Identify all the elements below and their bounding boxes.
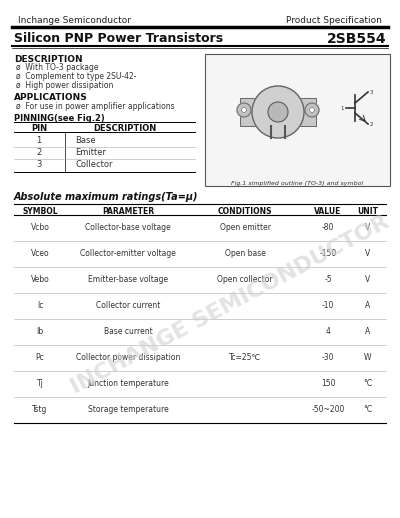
Text: Emitter-base voltage: Emitter-base voltage: [88, 275, 168, 283]
Text: Collector-base voltage: Collector-base voltage: [85, 223, 171, 232]
Text: 2: 2: [36, 148, 42, 157]
Text: Tstg: Tstg: [32, 405, 48, 413]
Text: INCHANGE SEMICONDUCTOR: INCHANGE SEMICONDUCTOR: [68, 212, 392, 398]
Text: -30: -30: [322, 353, 334, 362]
Text: UNIT: UNIT: [358, 207, 378, 216]
Text: -5: -5: [324, 275, 332, 283]
Text: CONDITIONS: CONDITIONS: [218, 207, 272, 216]
Text: Emitter: Emitter: [75, 148, 106, 157]
Text: Pc: Pc: [36, 353, 44, 362]
Text: 1: 1: [340, 106, 344, 110]
Circle shape: [237, 103, 251, 117]
Text: VALUE: VALUE: [314, 207, 342, 216]
Text: Open emitter: Open emitter: [220, 223, 270, 232]
Text: °C: °C: [364, 379, 372, 387]
Text: ø  For use in power amplifier applications: ø For use in power amplifier application…: [16, 102, 175, 111]
Text: 2SB554: 2SB554: [326, 32, 386, 46]
Text: -50~200: -50~200: [311, 405, 345, 413]
Text: A: A: [365, 300, 371, 309]
Text: Fig.1 simplified outline (TO-3) and symbol: Fig.1 simplified outline (TO-3) and symb…: [231, 181, 364, 186]
Text: PARAMETER: PARAMETER: [102, 207, 154, 216]
Text: ø  High power dissipation: ø High power dissipation: [16, 81, 113, 90]
Text: 1: 1: [36, 136, 42, 145]
Text: Ib: Ib: [36, 326, 44, 336]
Text: 4: 4: [326, 326, 330, 336]
Text: DESCRIPTION: DESCRIPTION: [14, 55, 83, 64]
Text: 2: 2: [370, 122, 374, 127]
Text: Open base: Open base: [224, 249, 266, 257]
Text: Open collector: Open collector: [217, 275, 273, 283]
Text: SYMBOL: SYMBOL: [22, 207, 58, 216]
Text: V: V: [365, 275, 371, 283]
Text: 150: 150: [321, 379, 335, 387]
Text: PINNING(see Fig.2): PINNING(see Fig.2): [14, 114, 105, 123]
Text: Inchange Semiconductor: Inchange Semiconductor: [18, 16, 131, 25]
Text: 3: 3: [36, 160, 42, 169]
Text: 3: 3: [370, 90, 374, 94]
Text: Tj: Tj: [36, 379, 44, 387]
Text: Collector current: Collector current: [96, 300, 160, 309]
Text: Collector-emitter voltage: Collector-emitter voltage: [80, 249, 176, 257]
Text: Tc=25℃: Tc=25℃: [229, 353, 261, 362]
Text: APPLICATIONS: APPLICATIONS: [14, 93, 88, 102]
Text: ø  Complement to type 2SU-42-: ø Complement to type 2SU-42-: [16, 72, 136, 81]
Circle shape: [305, 103, 319, 117]
Text: Ic: Ic: [37, 300, 43, 309]
Text: Storage temperature: Storage temperature: [88, 405, 168, 413]
Circle shape: [252, 86, 304, 138]
FancyBboxPatch shape: [240, 98, 316, 126]
Text: Vcbo: Vcbo: [30, 223, 50, 232]
Circle shape: [310, 108, 314, 112]
Text: -10: -10: [322, 300, 334, 309]
Circle shape: [268, 102, 288, 122]
Circle shape: [242, 108, 246, 112]
Text: -80: -80: [322, 223, 334, 232]
Text: PIN: PIN: [31, 124, 47, 133]
Text: Vceo: Vceo: [31, 249, 49, 257]
Text: Absolute maximum ratings(Ta=µ): Absolute maximum ratings(Ta=µ): [14, 192, 198, 202]
Text: A: A: [365, 326, 371, 336]
Text: Collector: Collector: [75, 160, 112, 169]
Text: °C: °C: [364, 405, 372, 413]
Text: Junction temperature: Junction temperature: [87, 379, 169, 387]
FancyBboxPatch shape: [205, 54, 390, 186]
Text: Product Specification: Product Specification: [286, 16, 382, 25]
Text: -150: -150: [319, 249, 337, 257]
Text: DESCRIPTION: DESCRIPTION: [93, 124, 157, 133]
Text: ø  With TO-3 package: ø With TO-3 package: [16, 63, 98, 72]
Text: Base current: Base current: [104, 326, 152, 336]
Text: Silicon PNP Power Transistors: Silicon PNP Power Transistors: [14, 32, 223, 45]
Text: Vebo: Vebo: [31, 275, 49, 283]
Text: V: V: [365, 223, 371, 232]
Text: Base: Base: [75, 136, 96, 145]
Text: W: W: [364, 353, 372, 362]
Text: Collector power dissipation: Collector power dissipation: [76, 353, 180, 362]
Text: V: V: [365, 249, 371, 257]
